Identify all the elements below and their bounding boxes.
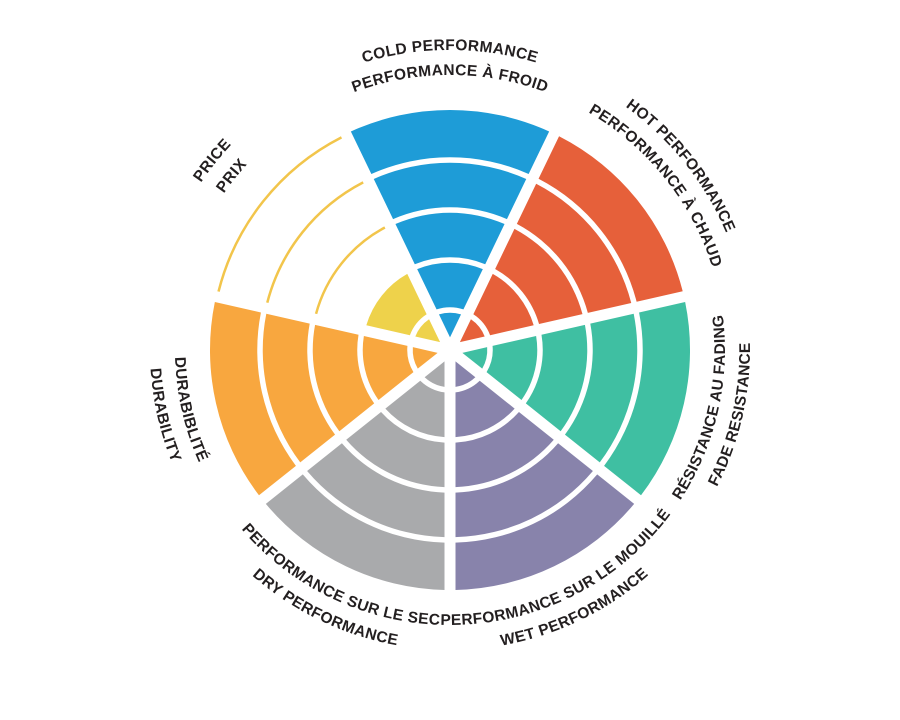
price-band-2 [366, 273, 427, 336]
durability-band-1 [412, 347, 438, 369]
price-ring-outline-4 [266, 181, 364, 303]
wet-performance-band-1 [455, 361, 476, 387]
hot-performance-band-4 [516, 183, 632, 313]
price-ring-outline-3 [314, 226, 386, 315]
cold-performance-band-1 [438, 312, 462, 338]
dry-performance-band-3 [346, 412, 445, 488]
cold-performance-band-3 [395, 212, 505, 265]
fade-resistance-band-1 [462, 347, 488, 369]
hot-performance-band-3 [495, 228, 583, 325]
dry-performance-band-5 [265, 474, 445, 590]
durability-band-3 [312, 324, 375, 432]
cold-performance-band-2 [417, 262, 483, 310]
label-cold-performance-fr-text: PERFORMANCE À FROID [350, 62, 551, 96]
wedge-wet-performance [455, 361, 635, 590]
durability-band-2 [362, 335, 414, 400]
cold-performance-band-5 [350, 110, 550, 175]
wedge-fade-resistance [462, 301, 691, 496]
wet-performance-band-2 [455, 380, 515, 438]
dry-performance-band-4 [307, 443, 445, 538]
hot-performance-band-2 [473, 273, 534, 336]
wedge-dry-performance [265, 361, 445, 590]
durability-band-5 [209, 301, 296, 496]
durability-band-4 [262, 313, 336, 463]
price-band-1 [415, 319, 441, 343]
label-cold-performance-fr: PERFORMANCE À FROID [350, 62, 551, 96]
wedge-price [217, 136, 441, 343]
wedges-layer [209, 110, 691, 590]
wet-performance-band-3 [455, 412, 554, 488]
fade-resistance-band-2 [486, 335, 538, 400]
wet-performance-band-5 [455, 474, 635, 590]
wedge-cold-performance [350, 110, 550, 338]
fade-resistance-band-3 [525, 324, 588, 432]
dry-performance-band-1 [424, 361, 445, 387]
hot-performance-band-5 [538, 136, 683, 302]
wedge-durability [209, 301, 438, 496]
cold-performance-band-4 [373, 162, 527, 220]
dry-performance-band-2 [385, 380, 445, 438]
wedge-hot-performance [459, 136, 683, 343]
fade-resistance-band-5 [604, 301, 691, 496]
fade-resistance-band-4 [564, 313, 638, 463]
hot-performance-band-1 [459, 319, 485, 343]
price-ring-outline-5 [217, 136, 343, 292]
wet-performance-band-4 [455, 443, 593, 538]
